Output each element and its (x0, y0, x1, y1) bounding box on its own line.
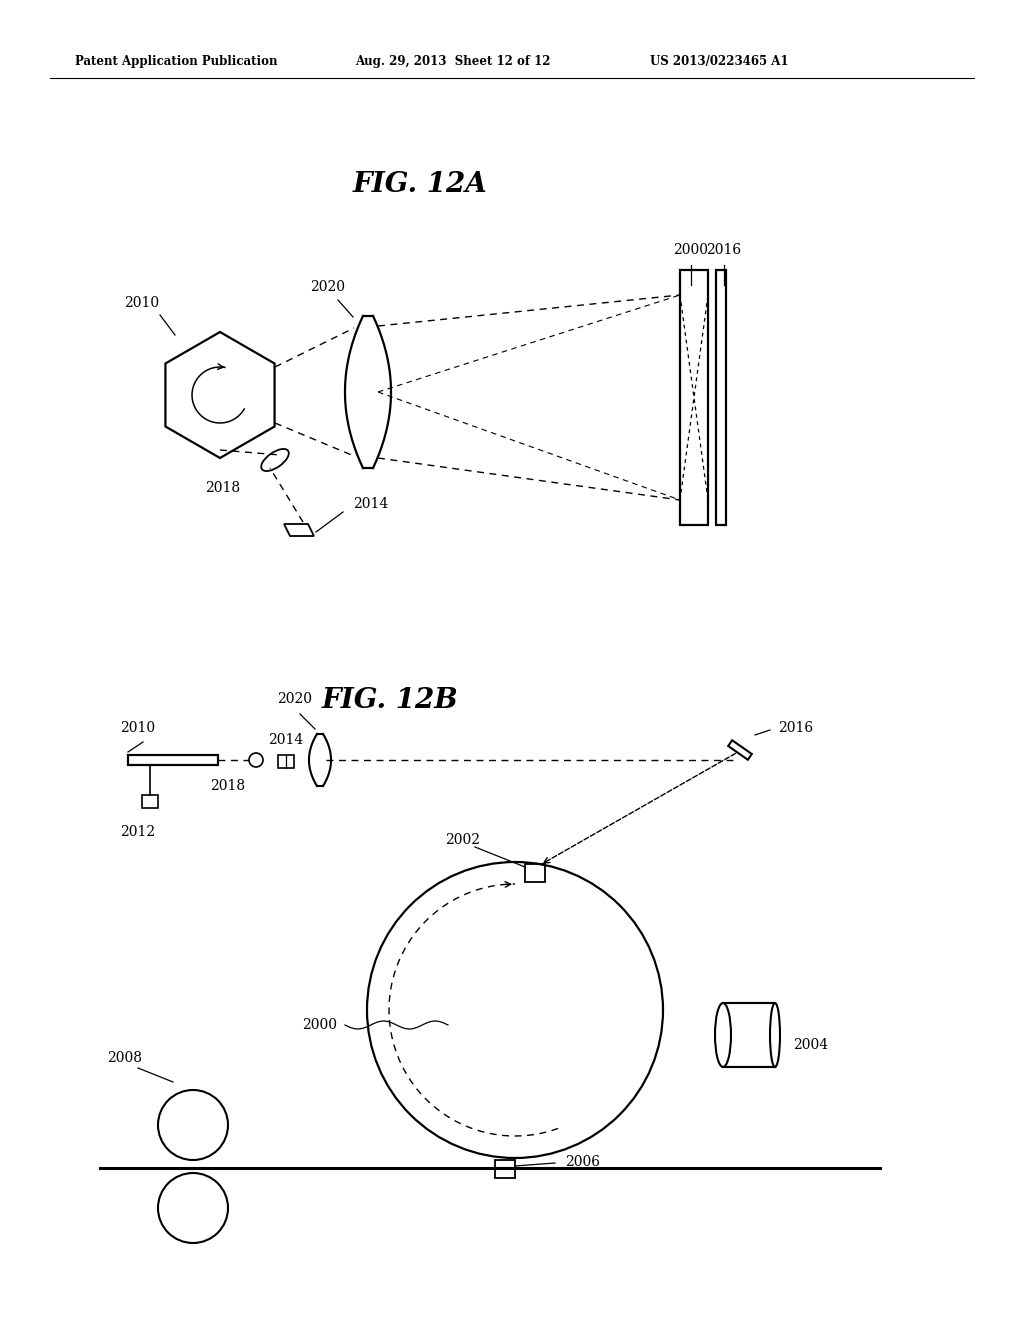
Circle shape (158, 1090, 228, 1160)
Text: 2020: 2020 (278, 692, 312, 706)
Text: 2012: 2012 (121, 825, 156, 840)
Bar (525, 865, 545, 882)
Text: US 2013/0223465 A1: US 2013/0223465 A1 (650, 55, 788, 69)
Text: 2000: 2000 (302, 1018, 338, 1032)
Text: 2004: 2004 (793, 1038, 828, 1052)
Bar (680, 271, 708, 525)
Ellipse shape (770, 1003, 780, 1067)
Text: 2016: 2016 (707, 243, 741, 257)
Text: FIG. 12B: FIG. 12B (322, 686, 459, 714)
Text: 2002: 2002 (445, 833, 480, 847)
Circle shape (158, 1173, 228, 1243)
Text: FIG. 12A: FIG. 12A (352, 172, 487, 198)
Bar (142, 795, 158, 808)
Bar (723, 1003, 775, 1067)
Bar (278, 755, 294, 768)
Text: 2010: 2010 (125, 296, 160, 310)
Text: 2000: 2000 (674, 243, 709, 257)
Text: 2008: 2008 (108, 1051, 142, 1065)
Text: Patent Application Publication: Patent Application Publication (75, 55, 278, 69)
Text: 2006: 2006 (565, 1155, 600, 1170)
Bar (495, 1160, 515, 1177)
Ellipse shape (715, 1003, 731, 1067)
Text: 2014: 2014 (353, 498, 388, 511)
Text: 2020: 2020 (310, 280, 345, 294)
Text: 2018: 2018 (211, 779, 246, 793)
Text: 2016: 2016 (778, 721, 813, 735)
Circle shape (249, 752, 263, 767)
Circle shape (367, 862, 663, 1158)
Text: 2018: 2018 (206, 480, 241, 495)
Text: 2010: 2010 (121, 721, 156, 735)
Bar (716, 271, 726, 525)
Bar (128, 755, 218, 766)
Text: Aug. 29, 2013  Sheet 12 of 12: Aug. 29, 2013 Sheet 12 of 12 (355, 55, 551, 69)
Text: 2014: 2014 (268, 733, 304, 747)
